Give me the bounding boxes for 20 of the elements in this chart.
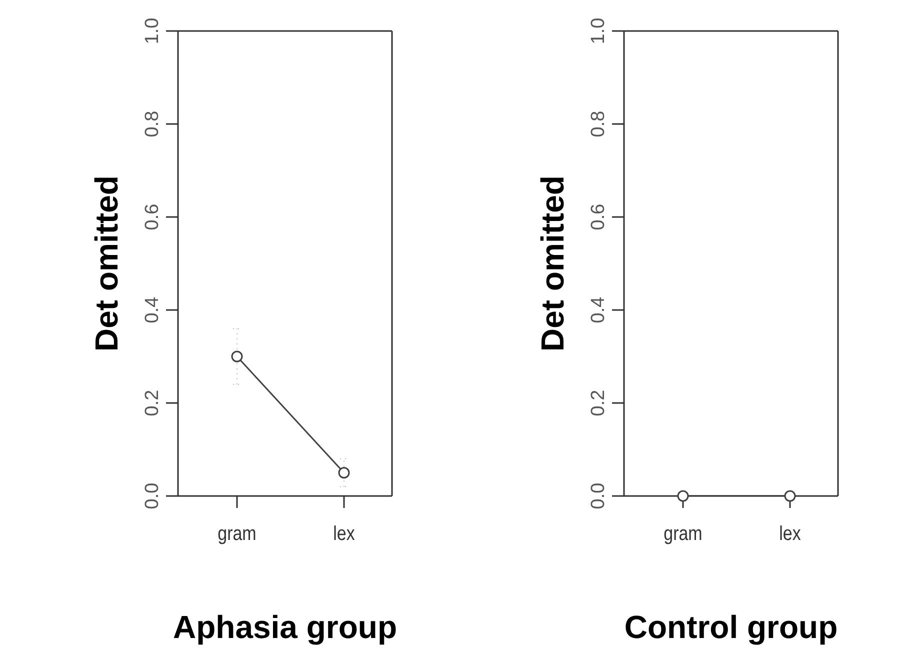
x-tick-label: gram	[218, 522, 256, 544]
y-tick-label: 0.4	[142, 296, 163, 324]
y-tick-label: 0.8	[142, 110, 163, 138]
y-tick-label: 0.6	[588, 204, 609, 230]
y-tick-label: 0.0	[142, 482, 163, 510]
y-tick-label: 1.0	[142, 18, 163, 44]
x-tick-label: lex	[333, 522, 356, 544]
y-axis-title: Det omitted	[534, 176, 570, 352]
y-tick-label: 0.8	[588, 110, 609, 138]
x-tick-label: gram	[664, 522, 702, 544]
x-axis-title: Control group	[624, 609, 838, 645]
y-tick-label: 0.2	[142, 390, 163, 416]
y-tick-label: 0.2	[588, 390, 609, 416]
x-axis-title: Aphasia group	[172, 609, 398, 645]
y-tick-label: 0.0	[588, 482, 609, 510]
y-tick-label: 1.0	[588, 18, 609, 44]
x-tick-label: lex	[779, 522, 802, 544]
y-tick-label: 0.4	[588, 296, 609, 324]
y-axis-title: Det omitted	[88, 176, 124, 352]
y-tick-label: 0.6	[142, 204, 163, 230]
